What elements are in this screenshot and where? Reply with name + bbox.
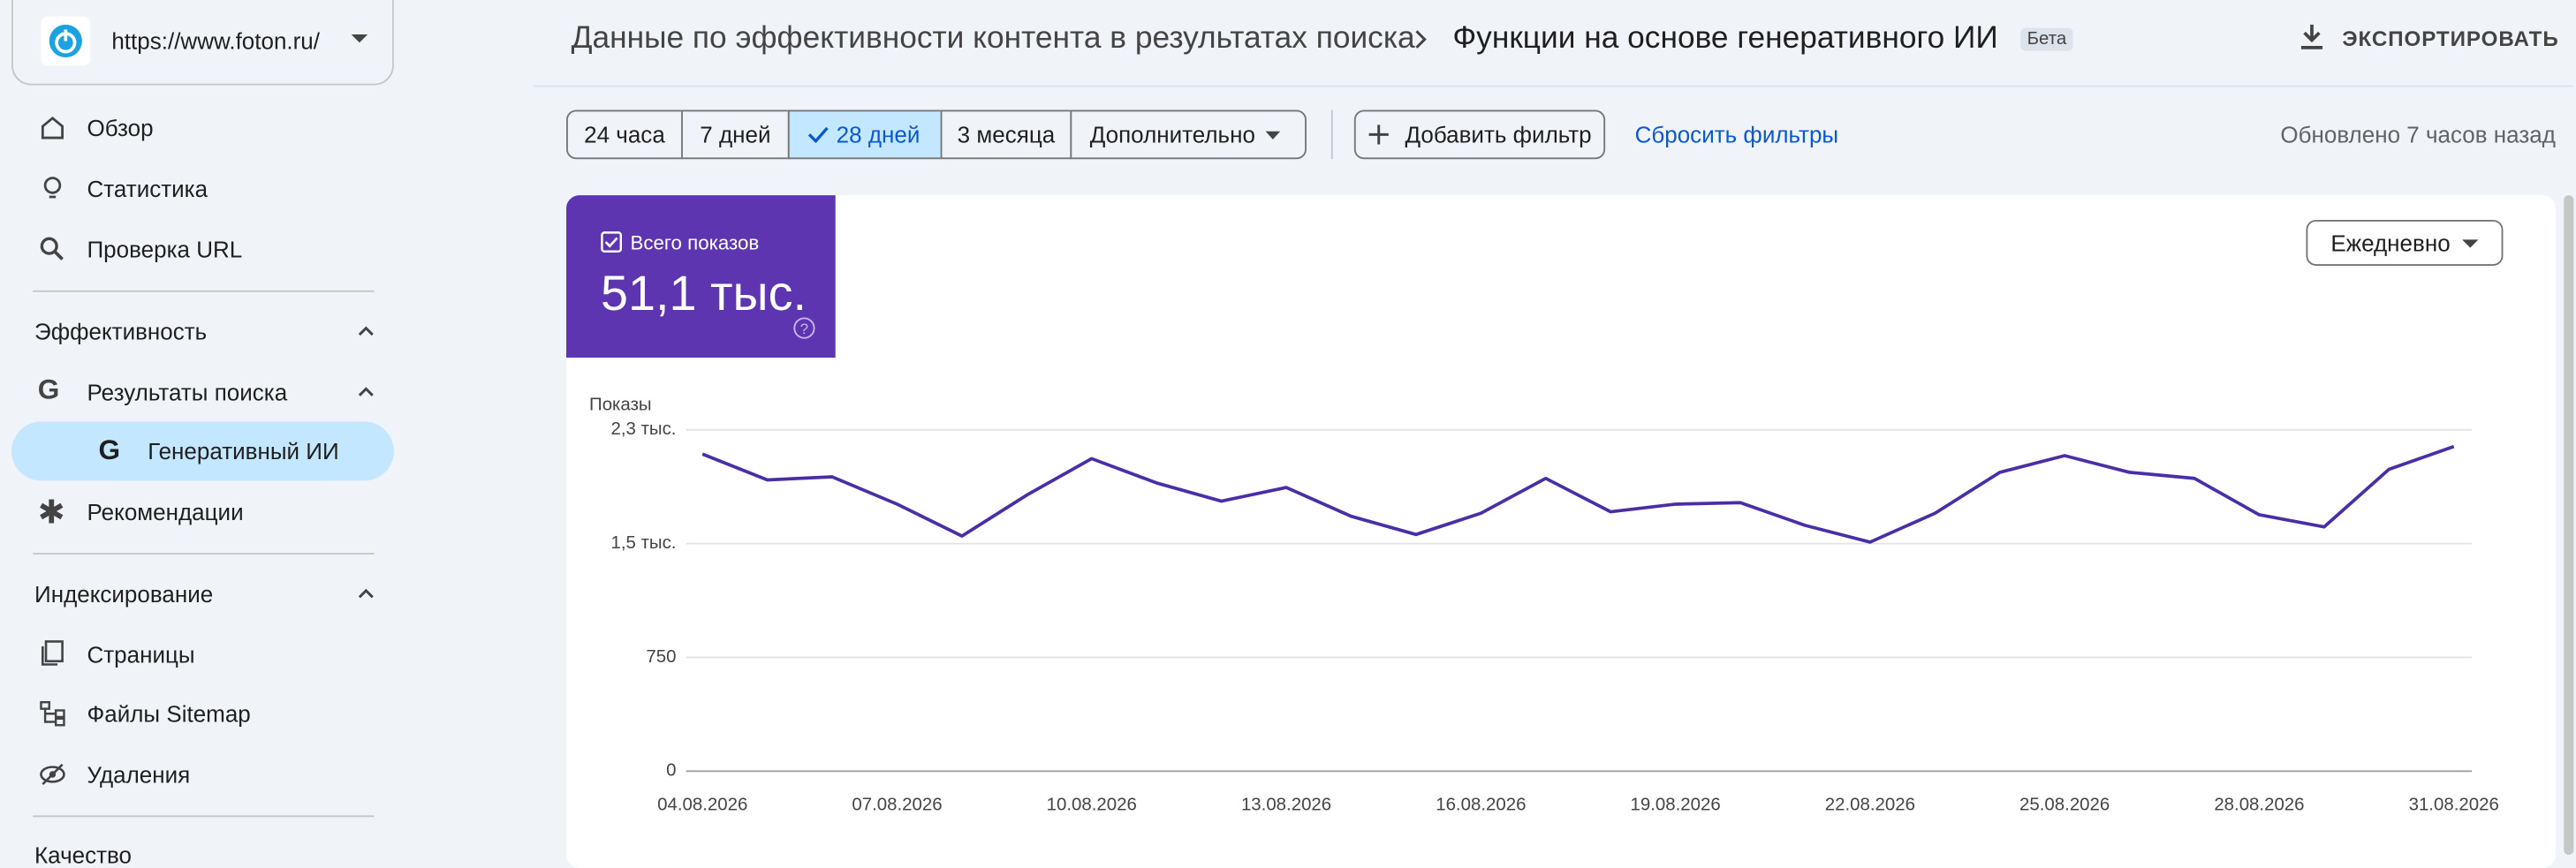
home-icon bbox=[41, 116, 64, 140]
x-tick-label: 19.08.2026 bbox=[1630, 796, 1720, 815]
x-tick-label: 25.08.2026 bbox=[2019, 796, 2110, 815]
range-button[interactable]: 24 часа bbox=[566, 109, 683, 160]
x-tick-label: 10.08.2026 bbox=[1047, 796, 1137, 815]
y-tick-label: 750 bbox=[646, 647, 676, 667]
x-tick-label: 16.08.2026 bbox=[1436, 796, 1526, 815]
checkbox[interactable] bbox=[601, 231, 622, 253]
y-tick-label: 0 bbox=[666, 761, 676, 781]
dropdown-arrow bbox=[351, 34, 368, 43]
section-title[interactable]: Индексирование bbox=[34, 580, 214, 608]
updated-text: Обновлено 7 часов назад bbox=[2280, 121, 2556, 148]
range-button-selected[interactable]: 28 дней bbox=[787, 109, 943, 160]
granularity-select[interactable]: Ежедневно bbox=[2306, 219, 2504, 266]
header-divider bbox=[533, 85, 2574, 87]
divider bbox=[33, 290, 375, 292]
breadcrumb[interactable]: Данные по эффективности контента в резул… bbox=[571, 21, 1415, 57]
y-axis-label: Показы bbox=[589, 395, 652, 414]
check-icon bbox=[807, 126, 829, 143]
logo bbox=[49, 24, 82, 58]
x-tick-label: 22.08.2026 bbox=[1825, 796, 1915, 815]
granularity-value: Ежедневно bbox=[2330, 230, 2451, 256]
dropdown-arrow bbox=[1265, 131, 1281, 140]
svg-text:?: ? bbox=[800, 321, 808, 337]
x-tick-label: 28.08.2026 bbox=[2214, 796, 2304, 815]
breadcrumb-arrow bbox=[1415, 30, 1427, 49]
export-button[interactable]: ЭКСПОРТИРОВАТЬ bbox=[2342, 26, 2559, 51]
google-icon: G bbox=[37, 374, 60, 405]
chart-card bbox=[566, 195, 2556, 868]
download-icon bbox=[2300, 24, 2323, 49]
pages-icon bbox=[42, 640, 64, 666]
line-series bbox=[701, 444, 2455, 544]
collapse-icon[interactable] bbox=[358, 587, 375, 599]
help-icon[interactable]: ? bbox=[792, 317, 815, 340]
property-selector[interactable]: https://www.foton.ru/ bbox=[11, 0, 394, 86]
divider bbox=[33, 815, 375, 818]
divider bbox=[1330, 109, 1333, 160]
nav-item[interactable]: Рекомендации bbox=[87, 498, 244, 525]
nav-item[interactable]: Генеративный ИИ bbox=[148, 438, 339, 464]
metric-tile[interactable]: Всего показов 51,1 тыс. ? bbox=[566, 195, 836, 359]
y-tick-label: 1,5 тыс. bbox=[611, 533, 677, 553]
x-tick-label: 07.08.2026 bbox=[852, 796, 942, 815]
scrollbar[interactable] bbox=[2564, 195, 2574, 856]
nav-item[interactable]: Файлы Sitemap bbox=[87, 700, 251, 728]
metric-label: Всего показов bbox=[630, 230, 760, 254]
reset-filters[interactable]: Сбросить фильтры bbox=[1634, 121, 1839, 148]
nav-item[interactable]: Проверка URL bbox=[87, 236, 243, 263]
page-title: Функции на основе генеративного ИИ bbox=[1452, 21, 1998, 57]
section-title[interactable]: Эффективность bbox=[34, 318, 208, 345]
x-tick-label: 31.08.2026 bbox=[2409, 796, 2499, 815]
divider bbox=[33, 553, 375, 555]
bulb-icon bbox=[43, 177, 62, 199]
dropdown-arrow bbox=[2462, 239, 2479, 248]
add-filter-button[interactable]: Добавить фильтр bbox=[1353, 109, 1606, 160]
collapse-icon[interactable] bbox=[358, 386, 375, 397]
nav-item[interactable]: Результаты поиска bbox=[87, 379, 288, 405]
x-tick-label: 04.08.2026 bbox=[657, 796, 747, 815]
site-url: https://www.foton.ru/ bbox=[111, 27, 321, 55]
badge: Бета bbox=[2020, 27, 2073, 51]
google-icon: G bbox=[98, 434, 121, 466]
nav-item-selected[interactable] bbox=[11, 421, 394, 481]
y-tick-label: 2,3 тыс. bbox=[611, 419, 677, 439]
more-button[interactable]: Дополнительно bbox=[1070, 109, 1307, 160]
range-button[interactable]: 7 дней bbox=[681, 109, 790, 160]
nav-item[interactable]: Обзор bbox=[87, 115, 154, 141]
nav-item[interactable]: Страницы bbox=[87, 641, 195, 668]
plus-icon bbox=[1368, 125, 1389, 145]
sitemap-icon bbox=[40, 701, 65, 727]
removals-icon bbox=[40, 763, 65, 786]
sparkle-icon: ✱ bbox=[37, 495, 65, 532]
range-button[interactable]: 3 месяца bbox=[940, 109, 1072, 160]
site-icon bbox=[41, 16, 91, 66]
x-tick-label: 13.08.2026 bbox=[1241, 796, 1331, 815]
metric-value: 51,1 тыс. bbox=[601, 267, 807, 322]
nav-item[interactable]: Статистика bbox=[87, 175, 208, 202]
collapse-icon[interactable] bbox=[358, 325, 375, 336]
search-icon bbox=[40, 237, 64, 260]
nav-item[interactable]: Удаления bbox=[87, 761, 191, 788]
